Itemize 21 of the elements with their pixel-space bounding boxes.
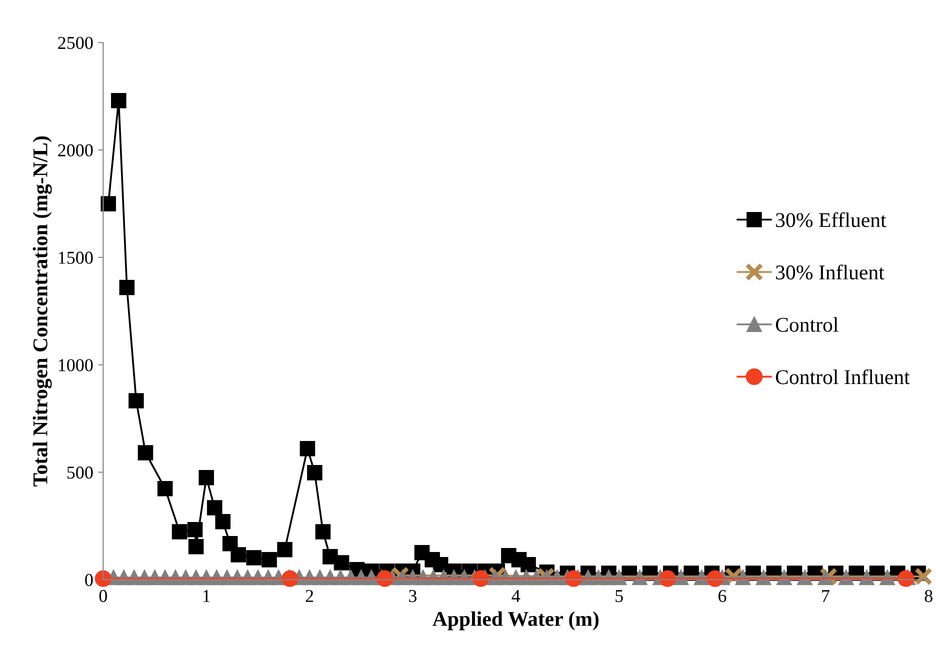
- y-tick-label: 0: [85, 574, 93, 586]
- legend-label: 30% Effluent: [776, 212, 886, 228]
- y-tick-label: 1500: [58, 252, 93, 264]
- y-tick-label: 2000: [58, 144, 93, 156]
- legend-label: 30% Influent: [776, 264, 884, 280]
- x-tick-label: 1: [203, 590, 210, 602]
- x-tick-label: 6: [718, 590, 726, 602]
- x-tick-label: 5: [616, 590, 623, 602]
- x-tick-label: 3: [409, 590, 417, 602]
- y-tick-label: 2500: [58, 36, 93, 50]
- x-tick-label: 7: [822, 590, 830, 602]
- legend-label: Control: [776, 317, 838, 332]
- y-tick-label: 500: [67, 466, 93, 479]
- y-axis-title: Total Nitrogen Concentration (mg-N/L): [32, 136, 52, 486]
- y-tick-label: 1000: [58, 359, 93, 372]
- x-tick-label: 2: [306, 590, 314, 602]
- x-tick-label: 8: [924, 590, 932, 602]
- x-tick-label: 4: [512, 590, 520, 602]
- legend-label: Control Influent: [776, 369, 910, 384]
- x-axis-title: Applied Water (m): [432, 611, 599, 630]
- x-tick-label: 0: [99, 590, 108, 602]
